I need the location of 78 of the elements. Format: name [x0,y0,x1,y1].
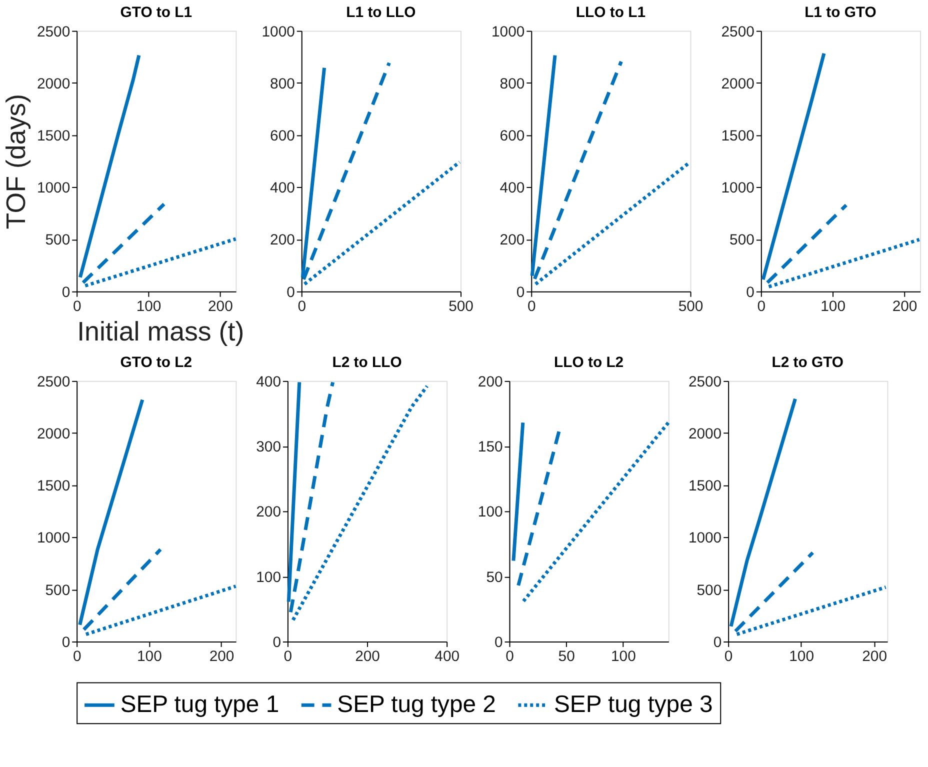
y-tick-label: 400 [270,180,295,197]
x-tick-label: 200 [355,648,380,665]
chart-title: L1 to GTO [804,4,876,21]
x-tick-label: 500 [448,298,474,315]
y-tick-label: 100 [256,570,281,586]
x-tick-label: 100 [820,298,846,315]
chart-title: L1 to LLO [346,4,416,21]
y-tick-label: 600 [500,128,525,145]
x-tick-label: 100 [136,648,162,665]
y-tick-label: 500 [730,232,754,249]
y-tick-label: 2500 [36,374,70,390]
y-tick-label: 0 [286,284,295,301]
y-axis-title: TOF (days) [0,94,31,230]
y-tick-label: 600 [270,128,295,145]
x-tick-label: 50 [558,648,575,665]
y-tick-label: 1000 [721,180,754,197]
y-tick-label: 2000 [36,76,70,92]
x-tick-label: 200 [892,298,918,315]
y-tick-label: 2500 [36,24,70,40]
y-tick-label: 1000 [688,530,722,547]
x-tick-label: 200 [209,648,234,665]
y-tick-label: 150 [478,440,503,456]
y-tick-label: 500 [45,232,70,249]
x-tick-label: 200 [862,648,888,665]
y-tick-label: 1500 [36,128,70,145]
y-tick-label: 0 [272,634,281,651]
y-tick-label: 2000 [721,76,754,92]
x-tick-label: 400 [434,648,460,665]
y-tick-label: 2500 [688,374,722,390]
y-tick-label: 200 [478,374,503,390]
y-tick-label: 1500 [688,478,722,495]
legend-label: SEP tug type 1 [120,691,280,718]
x-tick-label: 0 [527,298,536,315]
x-tick-label: 0 [298,298,306,315]
y-tick-label: 50 [486,570,503,586]
chart-title: GTO to L2 [120,354,192,371]
y-tick-label: 500 [696,582,722,599]
y-tick-label: 500 [45,582,70,599]
y-tick-label: 1000 [492,24,525,40]
chart-title: GTO to L1 [120,4,192,21]
x-tick-label: 0 [72,648,82,665]
y-tick-label: 1000 [36,180,70,197]
y-tick-label: 2500 [721,24,754,40]
x-tick-label: 200 [208,298,233,315]
y-tick-label: 1500 [36,478,70,495]
y-tick-label: 2000 [36,426,70,443]
y-tick-label: 0 [62,634,70,651]
y-tick-label: 200 [256,504,281,521]
y-tick-label: 0 [62,284,70,301]
x-tick-label: 0 [72,298,82,315]
x-tick-label: 0 [757,298,766,315]
legend-label: SEP tug type 3 [554,691,713,718]
x-tick-label: 500 [678,298,704,315]
y-tick-label: 2000 [688,426,722,443]
y-tick-label: 200 [270,232,295,249]
y-tick-label: 800 [270,76,295,92]
y-tick-label: 1000 [262,24,295,40]
chart-title: LLO to L1 [576,4,646,21]
x-tick-label: 100 [610,648,636,665]
y-tick-label: 800 [500,76,525,92]
y-tick-label: 200 [500,232,525,249]
legend-label: SEP tug type 2 [337,691,496,718]
y-tick-label: 0 [746,284,754,301]
y-tick-label: 100 [478,504,503,521]
y-tick-label: 1500 [721,128,754,145]
y-tick-label: 0 [516,284,525,301]
chart-title: L2 to GTO [772,354,844,371]
y-tick-label: 1000 [36,530,70,547]
chart-title: LLO to L2 [554,354,624,371]
x-tick-label: 100 [136,298,162,315]
chart-title: L2 to LLO [332,354,402,371]
y-tick-label: 0 [713,634,722,651]
y-tick-label: 300 [256,440,281,456]
x-axis-title: Initial mass (t) [77,316,244,347]
x-tick-label: 100 [789,648,814,665]
y-tick-label: 400 [500,180,525,197]
y-tick-label: 400 [256,374,281,390]
y-tick-label: 0 [494,634,503,651]
